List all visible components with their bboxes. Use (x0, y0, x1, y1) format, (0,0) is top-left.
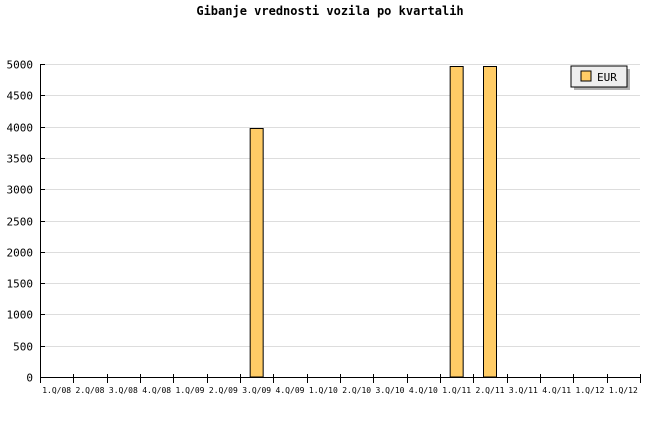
legend-swatch (580, 70, 592, 82)
bar (483, 66, 497, 378)
y-tick-label: 4500 (7, 90, 34, 103)
y-tick-label: 2500 (7, 216, 34, 229)
y-tick-label: 4000 (7, 122, 34, 135)
x-tick-label: 3.Q/09 (242, 386, 271, 395)
legend: EUR (570, 65, 630, 90)
y-tick-label: 0 (26, 372, 33, 385)
x-tick-label: 2.Q/10 (342, 386, 371, 395)
x-tick-label: 4.Q/10 (409, 386, 438, 395)
chart-title: Gibanje vrednosti vozila po kvartalih (196, 4, 463, 18)
y-tick-label: 1500 (7, 278, 34, 291)
x-tick-label: 4.Q/08 (142, 386, 171, 395)
x-tick-label: 1.Q/12 (609, 386, 638, 395)
x-tick-label: 1.Q/09 (176, 386, 205, 395)
x-tick-label: 1.Q/12 (576, 386, 605, 395)
x-tick-label: 4.Q/11 (542, 386, 571, 395)
y-tick-label: 500 (13, 341, 33, 354)
bar (249, 127, 264, 378)
y-tick-label: 3500 (7, 153, 34, 166)
x-tick-label: 4.Q/09 (276, 386, 305, 395)
x-tick-label: 3.Q/08 (109, 386, 138, 395)
x-tick-label: 1.Q/11 (442, 386, 471, 395)
y-tick-label: 2000 (7, 247, 34, 260)
x-tick-label: 2.Q/08 (76, 386, 105, 395)
x-tick-label: 3.Q/11 (509, 386, 538, 395)
x-tick-label: 2.Q/11 (476, 386, 505, 395)
x-tick-label: 1.Q/10 (309, 386, 338, 395)
y-tick-label: 3000 (7, 184, 34, 197)
x-tick-label: 1.Q/08 (42, 386, 71, 395)
legend-label: EUR (597, 71, 617, 84)
y-tick-label: 5000 (7, 59, 34, 72)
x-tick-label: 3.Q/10 (376, 386, 405, 395)
y-tick-label: 1000 (7, 309, 34, 322)
x-tick-label: 2.Q/09 (209, 386, 238, 395)
bar (449, 66, 464, 378)
